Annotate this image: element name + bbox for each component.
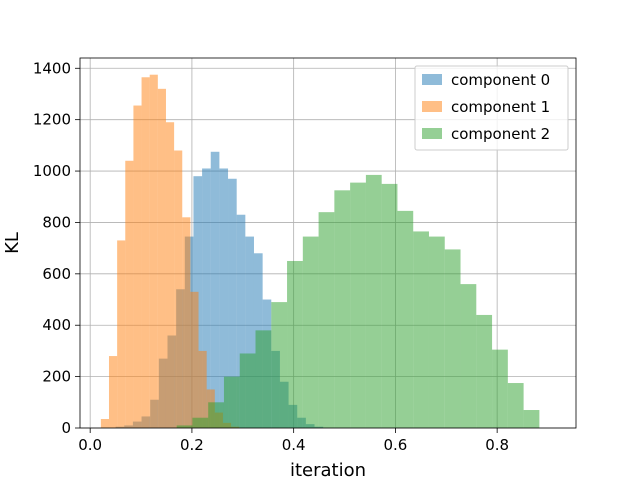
histogram-bar bbox=[219, 168, 229, 428]
histogram-bar bbox=[287, 260, 303, 428]
histogram-bar bbox=[157, 88, 166, 428]
legend-label: component 2 bbox=[451, 125, 550, 143]
histogram-bar bbox=[492, 349, 508, 428]
y-tick-label: 800 bbox=[42, 213, 71, 231]
histogram-bar bbox=[255, 330, 272, 428]
histogram-bar bbox=[210, 151, 220, 428]
histogram-bar bbox=[476, 314, 493, 428]
legend-label: component 0 bbox=[451, 71, 550, 89]
histogram-bar bbox=[182, 217, 191, 428]
histogram-bar bbox=[523, 410, 540, 428]
bars bbox=[100, 74, 540, 428]
histogram-bar bbox=[460, 284, 477, 428]
series-2-bars bbox=[176, 174, 540, 428]
histogram-bar bbox=[271, 302, 288, 428]
histogram-bar bbox=[165, 122, 175, 428]
histogram-bar bbox=[202, 168, 211, 428]
histogram-bar bbox=[302, 236, 319, 428]
x-axis-label: iteration bbox=[290, 460, 366, 480]
legend-box bbox=[414, 65, 569, 151]
legend-label: component 1 bbox=[451, 98, 550, 116]
histogram-bar bbox=[365, 174, 382, 428]
y-tick-label: 200 bbox=[42, 368, 71, 386]
histogram-bar bbox=[100, 419, 109, 428]
histogram-bar bbox=[190, 291, 199, 428]
histogram-bar bbox=[245, 236, 254, 428]
legend-swatch bbox=[422, 128, 442, 139]
x-tick-label: 0.4 bbox=[282, 436, 306, 454]
histogram-bar bbox=[413, 231, 429, 428]
histogram-bar bbox=[228, 178, 237, 428]
histogram-bar bbox=[174, 150, 183, 428]
histogram-bar bbox=[208, 402, 224, 428]
y-tick-label: 400 bbox=[42, 316, 71, 334]
histogram-bar bbox=[176, 425, 193, 428]
histogram-bar bbox=[198, 350, 207, 428]
axes-frame bbox=[79, 57, 577, 429]
y-tick-label: 600 bbox=[42, 265, 71, 283]
ticks: 0.0 0.2 0.4 0.6 0.8 0 200 400 600 800 1000 1200 1400 bbox=[33, 59, 509, 454]
histogram-bar bbox=[108, 356, 118, 428]
x-tick-label: 0.8 bbox=[485, 436, 509, 454]
histogram-bar bbox=[350, 182, 366, 428]
histogram-bar bbox=[318, 212, 335, 428]
histogram-bar bbox=[239, 353, 256, 428]
histogram-bar bbox=[192, 417, 209, 428]
series-1-bars bbox=[100, 74, 240, 428]
histogram-bar bbox=[223, 376, 240, 428]
histogram-bar bbox=[507, 383, 524, 428]
y-tick-label: 1200 bbox=[33, 111, 71, 129]
histogram-bar bbox=[141, 77, 150, 428]
x-tick-label: 0.6 bbox=[383, 436, 407, 454]
y-tick-label: 0 bbox=[61, 419, 71, 437]
histogram-bar bbox=[397, 210, 414, 428]
histogram-bar bbox=[236, 214, 246, 428]
legend-swatch bbox=[422, 101, 442, 112]
y-tick-label: 1000 bbox=[33, 162, 71, 180]
histogram-bar bbox=[444, 249, 461, 428]
legend-swatch bbox=[422, 74, 442, 85]
y-tick-label: 1400 bbox=[33, 59, 71, 77]
x-tick-label: 0.0 bbox=[78, 436, 102, 454]
y-axis-label: KL bbox=[2, 232, 23, 254]
x-tick-label: 0.2 bbox=[180, 436, 204, 454]
histogram-bar bbox=[133, 105, 142, 428]
histogram-bar bbox=[149, 74, 158, 428]
histogram-bar bbox=[117, 240, 126, 428]
histogram-bar bbox=[381, 183, 398, 428]
legend: component 0 component 1 component 2 bbox=[414, 65, 569, 151]
histogram-bar bbox=[334, 190, 351, 428]
histogram-bar bbox=[428, 236, 445, 428]
histogram-bar bbox=[125, 160, 134, 428]
